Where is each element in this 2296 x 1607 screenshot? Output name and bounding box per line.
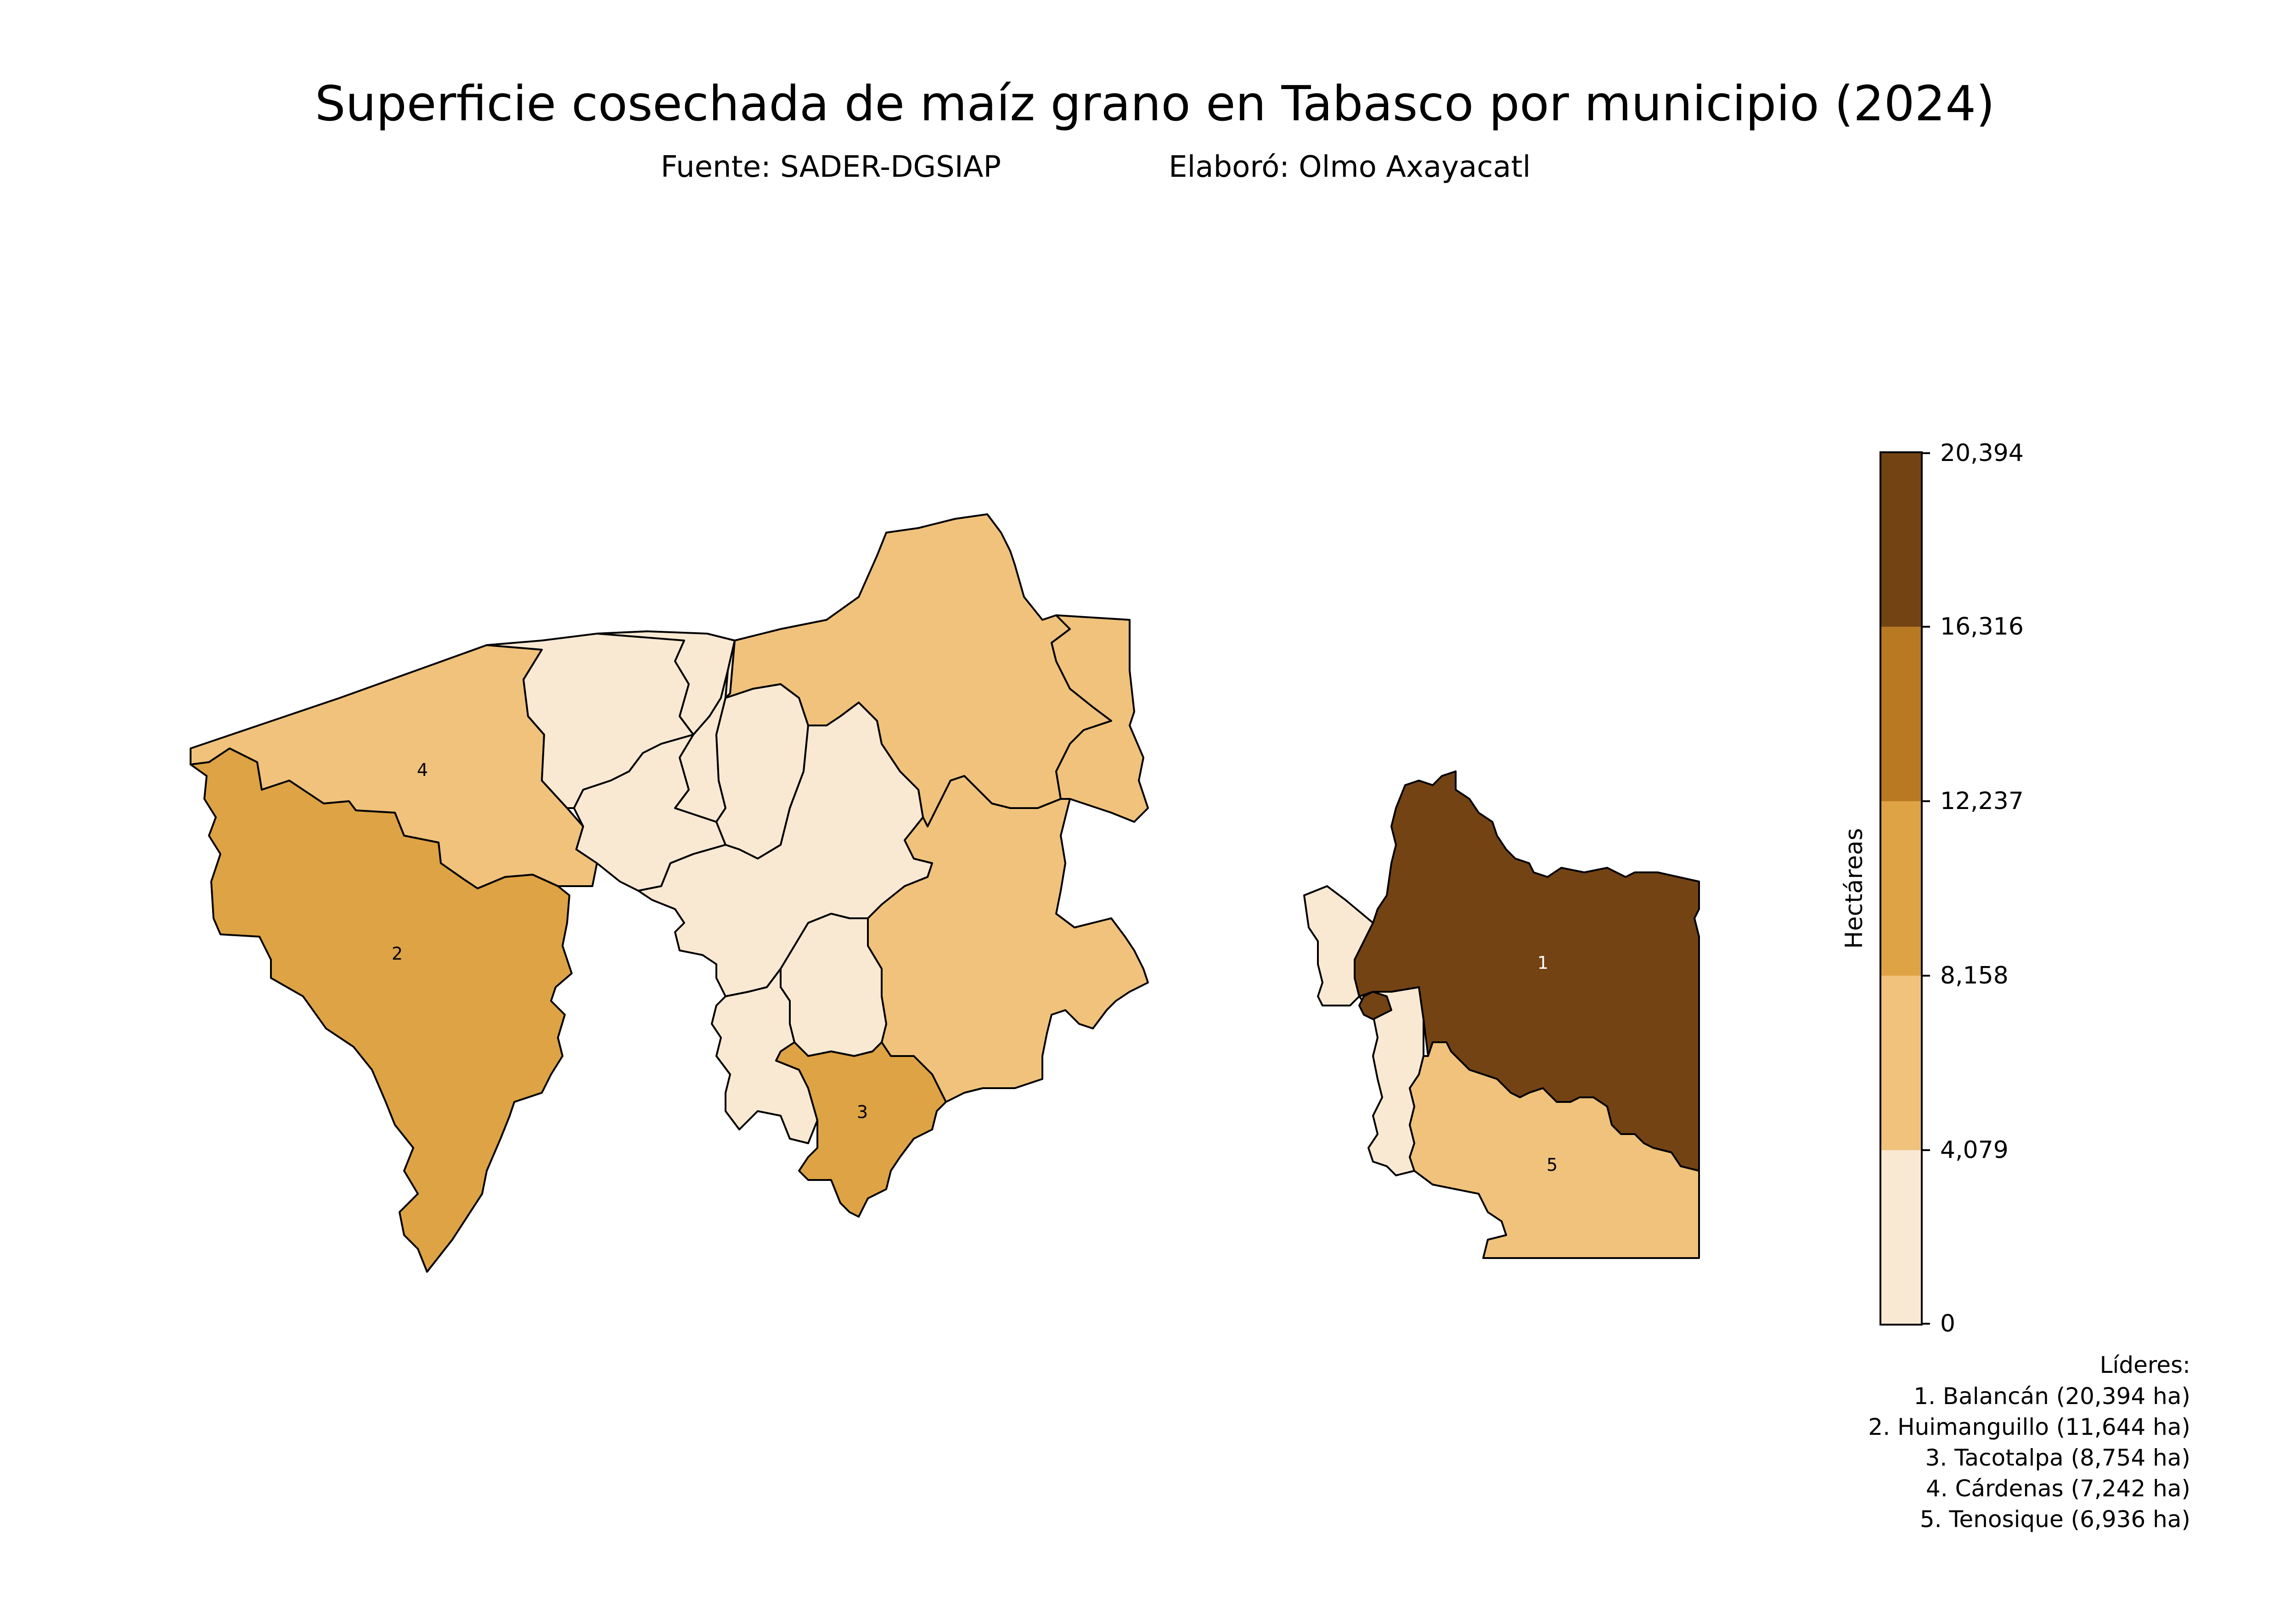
colorbar-tick-0: 20,394 [1940,439,2024,467]
colorbar-frame [1880,451,1923,1326]
map-label-1: 1 [1537,953,1548,973]
colorbar-tick-5: 0 [1940,1310,1955,1337]
colorbar-tick-4: 4,079 [1940,1136,2009,1164]
leader-item-1: 1. Balancán (20,394 ha) [1913,1383,2190,1410]
municipality-tacotalpa [775,1041,947,1218]
colorbar-bin-0 [1880,1150,1922,1325]
municipality-teapa [711,968,818,1144]
author-note: Elaboró: Olmo Axayacatl [1169,150,1531,184]
colorbar-label: Hectáreas [1840,828,1868,949]
leader-item-3: 3. Tacotalpa (8,754 ha) [1925,1444,2190,1471]
leader-item-2: 2. Huimanguillo (11,644 ha) [1868,1414,2190,1440]
municipality-huimanguillo [190,747,573,1273]
colorbar-tick-2: 12,237 [1940,787,2024,815]
map-label-2: 2 [392,944,403,964]
colorbar: 20,394 16,316 12,237 8,158 4,079 0 Hectá… [1840,439,2024,1337]
leader-item-4: 4. Cárdenas (7,242 ha) [1926,1475,2190,1502]
colorbar-tick-1: 16,316 [1940,613,2024,641]
map-label-4: 4 [417,760,428,780]
tabasco-map: 1 2 3 4 5 [190,513,1700,1273]
municipality-tenosique [1409,1041,1700,1259]
municipality-emiliano-zapata [1303,885,1374,1006]
map-title: Superficie cosechada de maíz grano en Ta… [315,76,1995,132]
colorbar-tick-3: 8,158 [1940,962,2009,989]
map-label-5: 5 [1547,1155,1558,1175]
map-label-3: 3 [857,1102,868,1122]
colorbar-bin-3 [1880,627,1922,801]
leaders-list: Líderes: 1. Balancán (20,394 ha) 2. Huim… [1868,1352,2190,1533]
leader-item-5: 5. Tenosique (6,936 ha) [1920,1506,2190,1533]
colorbar-bin-1 [1880,976,1922,1150]
colorbar-bin-4 [1880,452,1922,627]
source-note: Fuente: SADER-DGSIAP [661,150,1001,184]
leaders-heading: Líderes: [2100,1352,2190,1378]
colorbar-bin-2 [1880,801,1922,976]
